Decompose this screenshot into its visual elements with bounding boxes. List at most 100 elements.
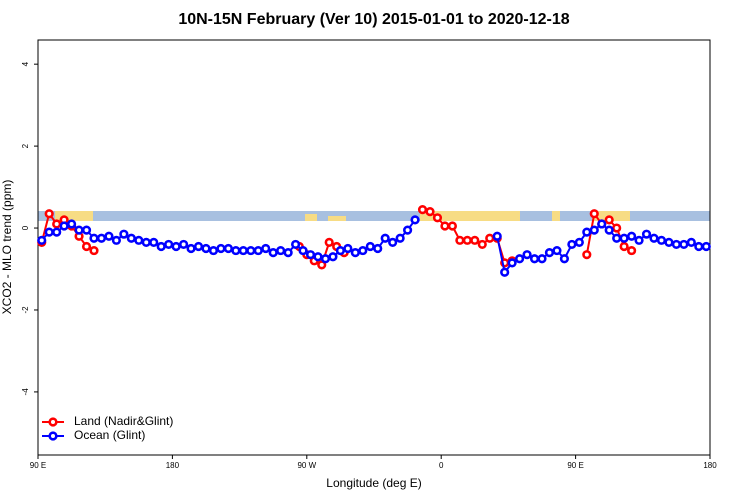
data-point	[455, 235, 465, 245]
y-tick-label: -2	[21, 306, 30, 314]
data-point	[238, 245, 248, 256]
data-point	[380, 233, 390, 243]
data-point	[261, 243, 271, 254]
data-point	[462, 235, 472, 245]
data-point	[305, 250, 316, 260]
data-point	[66, 219, 77, 229]
data-point	[246, 245, 256, 256]
data-point	[410, 215, 420, 225]
y-axis-label: XCO2 - MLO trend (ppm)	[0, 180, 14, 315]
x-tick-label: 90 E	[30, 461, 46, 470]
x-tick-label: 180	[166, 461, 180, 470]
data-point	[201, 243, 211, 254]
data-point	[208, 245, 219, 256]
data-point	[626, 245, 637, 256]
data-point	[52, 227, 62, 237]
y-tick-label: 4	[21, 61, 30, 66]
data-point	[701, 241, 711, 252]
data-point	[253, 245, 263, 256]
data-point	[634, 235, 644, 245]
data-point	[388, 237, 398, 247]
data-point	[507, 258, 517, 268]
data-point	[604, 225, 614, 235]
data-point	[291, 239, 301, 250]
data-point	[89, 245, 99, 256]
data-point	[395, 233, 405, 243]
data-point	[612, 233, 622, 243]
data-point	[350, 248, 360, 258]
data-point	[276, 245, 286, 256]
data-point	[119, 229, 129, 239]
data-point	[582, 227, 592, 237]
y-tick-label: -4	[21, 388, 30, 396]
data-point	[59, 221, 69, 231]
data-point	[44, 209, 54, 219]
x-tick-label: 90 W	[297, 461, 316, 470]
data-point	[656, 235, 667, 245]
data-point	[320, 254, 331, 264]
data-point	[417, 205, 428, 215]
data-point	[216, 243, 226, 254]
data-point	[641, 229, 652, 239]
legend-marker	[48, 417, 58, 427]
data-point	[470, 235, 480, 245]
data-point	[500, 267, 510, 277]
data-point	[537, 254, 547, 264]
data-point	[582, 250, 592, 260]
data-point	[313, 252, 323, 262]
data-point	[604, 215, 614, 225]
data-point	[89, 233, 99, 243]
legend-label: Ocean (Glint)	[74, 428, 145, 442]
data-point	[522, 250, 532, 260]
data-point	[492, 231, 502, 241]
data-point	[149, 237, 159, 247]
data-point	[612, 223, 622, 233]
data-point	[37, 235, 47, 245]
data-point	[529, 254, 540, 264]
data-point	[141, 237, 151, 247]
data-point	[231, 245, 241, 256]
data-point	[574, 237, 584, 247]
data-point	[589, 225, 599, 235]
x-axis-label: Longitude (deg E)	[326, 476, 421, 490]
data-point	[223, 243, 233, 254]
data-point	[328, 252, 338, 262]
data-point	[597, 219, 607, 229]
data-point	[589, 209, 599, 219]
data-point	[432, 213, 443, 223]
data-point	[358, 245, 368, 256]
data-point	[485, 233, 495, 243]
data-point	[335, 245, 346, 256]
data-point	[164, 239, 174, 250]
data-point	[126, 233, 136, 243]
data-point	[425, 207, 435, 217]
y-tick-label: 2	[21, 143, 30, 148]
data-point	[679, 239, 689, 250]
data-point	[298, 245, 308, 256]
data-point	[440, 221, 450, 231]
data-point	[559, 254, 570, 264]
data-point	[619, 233, 629, 243]
data-point	[283, 248, 293, 258]
data-point	[171, 241, 181, 252]
data-point	[111, 235, 121, 245]
data-point	[179, 239, 189, 250]
data-point	[324, 237, 334, 247]
chart-title: 10N-15N February (Ver 10) 2015-01-01 to …	[178, 11, 569, 28]
data-point	[343, 243, 353, 254]
data-point	[104, 231, 114, 241]
data-point	[52, 219, 62, 229]
data-point	[514, 254, 525, 264]
data-point	[626, 231, 637, 241]
x-tick-label: 180	[703, 461, 717, 470]
data-point	[365, 241, 375, 252]
data-point	[156, 241, 166, 252]
data-point	[544, 248, 555, 258]
data-point	[44, 227, 54, 237]
data-point	[671, 239, 682, 250]
data-point	[134, 235, 144, 245]
x-tick-label: 0	[439, 461, 444, 470]
legend-marker	[48, 431, 58, 441]
legend-label: Land (Nadir&Glint)	[74, 414, 173, 428]
